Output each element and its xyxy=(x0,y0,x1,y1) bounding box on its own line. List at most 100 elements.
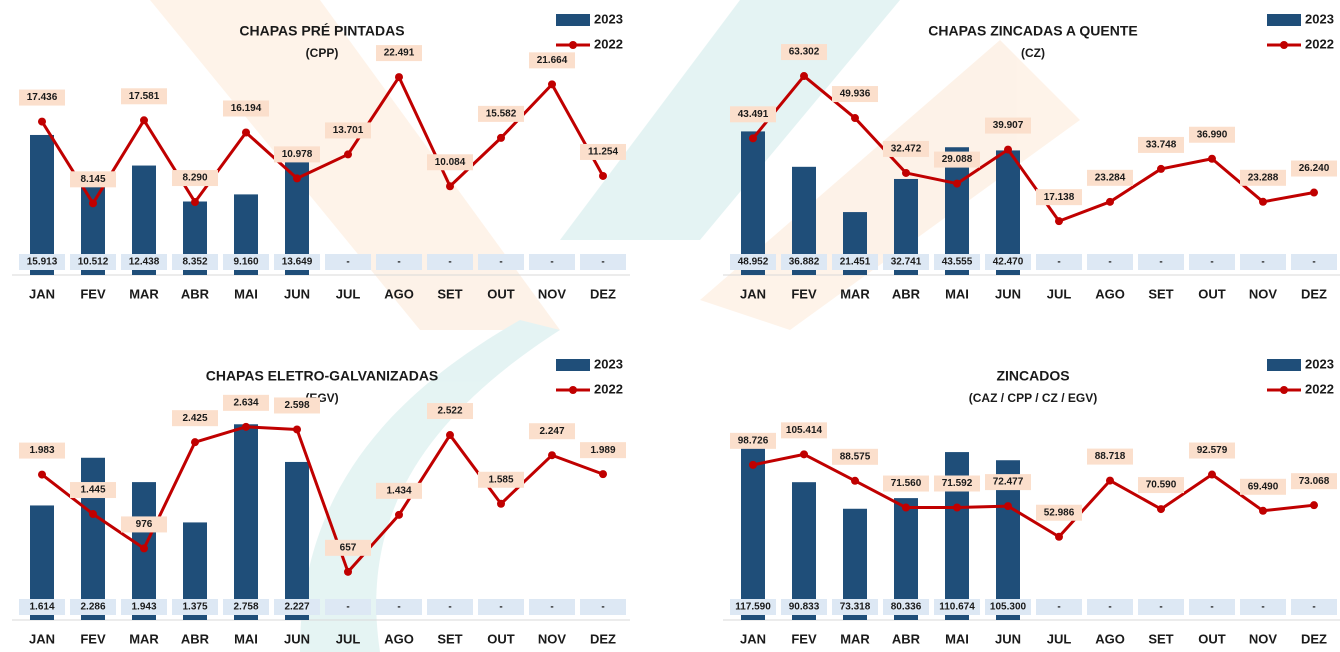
line-point xyxy=(800,450,808,458)
value-label: 72.477 xyxy=(993,477,1024,488)
value-label: 8.145 xyxy=(80,174,105,185)
value-label: 2.522 xyxy=(437,406,462,417)
bar xyxy=(741,131,765,275)
chart-title: CHAPAS PRÉ PINTADAS xyxy=(239,23,404,39)
legend-marker xyxy=(1280,41,1288,49)
value-label: 71.592 xyxy=(942,478,973,489)
x-tick-label: JAN xyxy=(740,286,766,301)
value-label: - xyxy=(346,602,349,613)
x-tick-label: OUT xyxy=(1198,631,1226,646)
value-label: 23.288 xyxy=(1248,172,1279,183)
bar xyxy=(30,135,54,275)
line-point xyxy=(548,451,556,459)
value-label: 105.300 xyxy=(990,602,1027,613)
value-label: - xyxy=(448,257,451,268)
x-tick-label: NOV xyxy=(538,631,567,646)
line-point xyxy=(497,134,505,142)
value-label: 2.758 xyxy=(233,602,258,613)
value-label: 1.983 xyxy=(29,445,54,456)
line-point xyxy=(599,470,607,478)
value-label: - xyxy=(1057,257,1060,268)
value-label: 32.472 xyxy=(891,144,922,155)
chart-subtitle: (CPP) xyxy=(306,46,339,60)
value-label: 11.254 xyxy=(588,147,618,158)
legend-label: 2022 xyxy=(1305,36,1334,51)
value-label: 1.614 xyxy=(29,602,54,613)
value-label: 2.634 xyxy=(233,397,258,408)
line-point xyxy=(344,568,352,576)
line-point xyxy=(395,511,403,519)
value-label: 2.425 xyxy=(182,413,207,424)
chart-title: CHAPAS ELETRO-GALVANIZADAS xyxy=(206,368,439,384)
line-point xyxy=(344,150,352,158)
line-point xyxy=(191,198,199,206)
value-label: 98.726 xyxy=(738,435,769,446)
x-tick-label: OUT xyxy=(487,631,515,646)
x-tick-label: ABR xyxy=(181,631,210,646)
x-tick-label: AGO xyxy=(384,286,414,301)
value-label: - xyxy=(601,602,604,613)
value-label: - xyxy=(1312,257,1315,268)
value-label: 2.286 xyxy=(80,602,105,613)
value-label: 23.284 xyxy=(1095,172,1126,183)
x-tick-label: MAR xyxy=(129,286,159,301)
line-point xyxy=(395,73,403,81)
line-point xyxy=(1259,507,1267,515)
x-tick-label: JUN xyxy=(284,286,310,301)
legend-marker xyxy=(1280,386,1288,394)
x-tick-label: AGO xyxy=(384,631,414,646)
x-tick-label: JUN xyxy=(284,631,310,646)
line-point xyxy=(1310,189,1318,197)
x-tick-label: JUL xyxy=(336,286,361,301)
value-label: - xyxy=(1261,257,1264,268)
value-label: 9.160 xyxy=(233,257,258,268)
chart-title: CHAPAS ZINCADAS A QUENTE xyxy=(928,23,1138,39)
value-label: - xyxy=(1159,602,1162,613)
value-label: 21.451 xyxy=(840,257,871,268)
x-tick-label: JAN xyxy=(29,631,55,646)
line-point xyxy=(191,438,199,446)
value-label: 52.986 xyxy=(1044,507,1075,518)
line-point xyxy=(293,174,301,182)
line-point xyxy=(497,500,505,508)
line-point xyxy=(140,544,148,552)
x-tick-label: AGO xyxy=(1095,631,1125,646)
value-label: 88.718 xyxy=(1095,451,1126,462)
value-label: - xyxy=(1108,602,1111,613)
value-label: 73.068 xyxy=(1299,476,1330,487)
x-tick-label: AGO xyxy=(1095,286,1125,301)
x-tick-label: OUT xyxy=(1198,286,1226,301)
line-point xyxy=(851,477,859,485)
line-point xyxy=(1157,165,1165,173)
legend-swatch xyxy=(1267,359,1301,371)
legend-marker xyxy=(569,386,577,394)
bar xyxy=(285,462,309,620)
value-label: 29.088 xyxy=(942,154,973,165)
value-label: 2.227 xyxy=(284,602,309,613)
line-point xyxy=(293,425,301,433)
value-label: 26.240 xyxy=(1299,163,1330,174)
x-tick-label: MAR xyxy=(840,631,870,646)
line-point xyxy=(1004,502,1012,510)
legend-label: 2022 xyxy=(594,381,623,396)
legend-label: 2022 xyxy=(594,36,623,51)
dashboard: CHAPAS PRÉ PINTADAS (CPP) JAN FEV MAR ABR MAI J… xyxy=(0,0,1340,652)
value-label: - xyxy=(448,602,451,613)
x-tick-label: NOV xyxy=(1249,286,1278,301)
value-label: 10.512 xyxy=(78,257,109,268)
line-point xyxy=(548,80,556,88)
value-label: 70.590 xyxy=(1146,480,1177,491)
value-label: - xyxy=(601,257,604,268)
line-point xyxy=(749,461,757,469)
bar xyxy=(234,424,258,620)
x-tick-label: MAR xyxy=(129,631,159,646)
value-label: - xyxy=(346,257,349,268)
value-label: 36.882 xyxy=(789,257,820,268)
value-label: - xyxy=(397,602,400,613)
line xyxy=(753,454,1314,536)
x-tick-label: FEV xyxy=(80,631,106,646)
x-tick-label: MAI xyxy=(234,286,258,301)
value-label: - xyxy=(550,257,553,268)
value-label: 73.318 xyxy=(840,602,871,613)
x-tick-label: JUL xyxy=(1047,631,1072,646)
